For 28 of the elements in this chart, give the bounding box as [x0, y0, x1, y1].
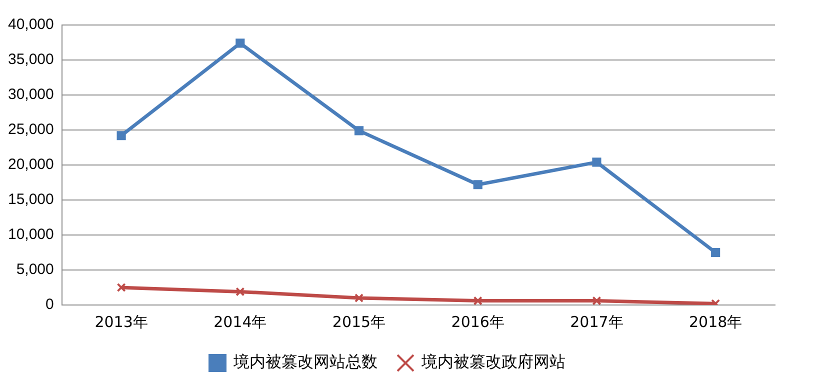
- y-tick-label: 15,000: [8, 191, 54, 208]
- x-tick-label: 2018年: [688, 312, 742, 331]
- y-tick-label: 10,000: [8, 226, 54, 244]
- x-tick-label: 2015年: [332, 312, 386, 331]
- point: [236, 38, 245, 48]
- point: [236, 287, 245, 296]
- point: [473, 296, 482, 305]
- x-tick-label: 2014年: [214, 312, 267, 331]
- point: [592, 296, 602, 305]
- y-tick-label: 30,000: [8, 86, 54, 104]
- y-tick-label: 20,000: [8, 156, 54, 174]
- point: [354, 126, 364, 136]
- point: [473, 180, 482, 190]
- point: [354, 293, 364, 303]
- y-tick-label: 25,000: [8, 121, 54, 138]
- legend-label: 境内被篡改政府网站: [420, 352, 566, 372]
- point: [711, 248, 720, 258]
- point: [116, 131, 126, 140]
- point: [116, 282, 126, 292]
- y-tick-label: 5,000: [16, 261, 54, 278]
- x-tick-label: 2013年: [94, 312, 148, 331]
- y-tick-label: 35,000: [8, 51, 54, 68]
- y-tick-label: 40,000: [8, 16, 54, 34]
- x-tick-label: 2017年: [570, 312, 624, 331]
- x-tick-label: 2016年: [451, 312, 504, 331]
- legend-label: 境内被篡改网站总数: [232, 352, 378, 372]
- point: [592, 158, 602, 167]
- y-tick-label: 0: [46, 296, 54, 314]
